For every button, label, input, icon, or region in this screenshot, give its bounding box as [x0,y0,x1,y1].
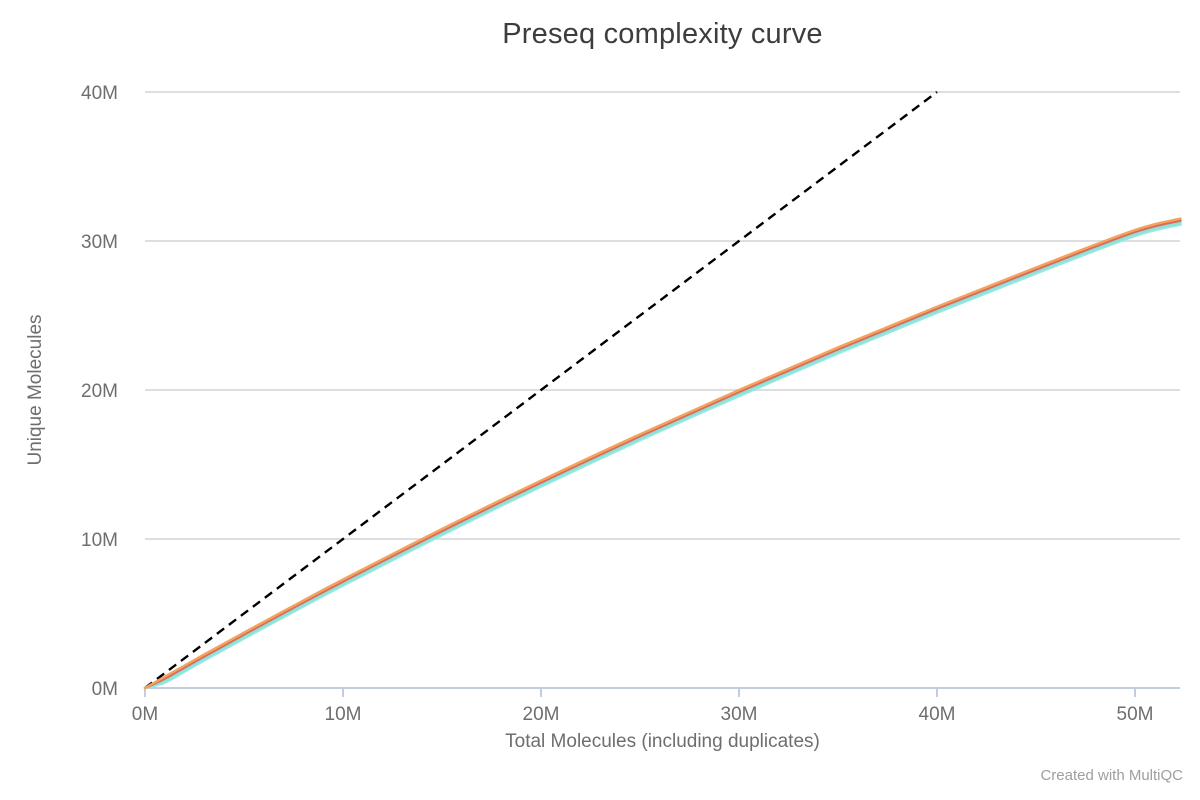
series-line-sample-curve-red[interactable] [143,219,1182,690]
multiqc-watermark: Created with MultiQC [1040,767,1183,784]
series-line-sample-curve-teal[interactable] [143,221,1182,690]
x-tick-label: 40M [918,704,956,725]
y-tick-label: 0M [91,679,118,700]
x-tick-label: 10M [324,704,362,725]
y-tick-label: 40M [81,83,118,104]
reference-diagonal-line [144,91,938,689]
chart-title: Preseq complexity curve [502,18,823,50]
y-tick-label: 30M [81,232,118,253]
x-tick-label: 0M [131,704,159,725]
y-tick-label: 10M [81,530,118,551]
x-tick-label: 30M [720,704,758,725]
y-tick-label: 20M [81,381,118,402]
x-axis-title: Total Molecules (including duplicates) [505,731,820,752]
x-tick-label: 50M [1116,704,1154,725]
x-tick-label: 20M [522,704,560,725]
series-line-sample-curve-light-teal-lower[interactable] [143,223,1182,690]
series-line-sample-curve-orange[interactable] [143,217,1182,690]
